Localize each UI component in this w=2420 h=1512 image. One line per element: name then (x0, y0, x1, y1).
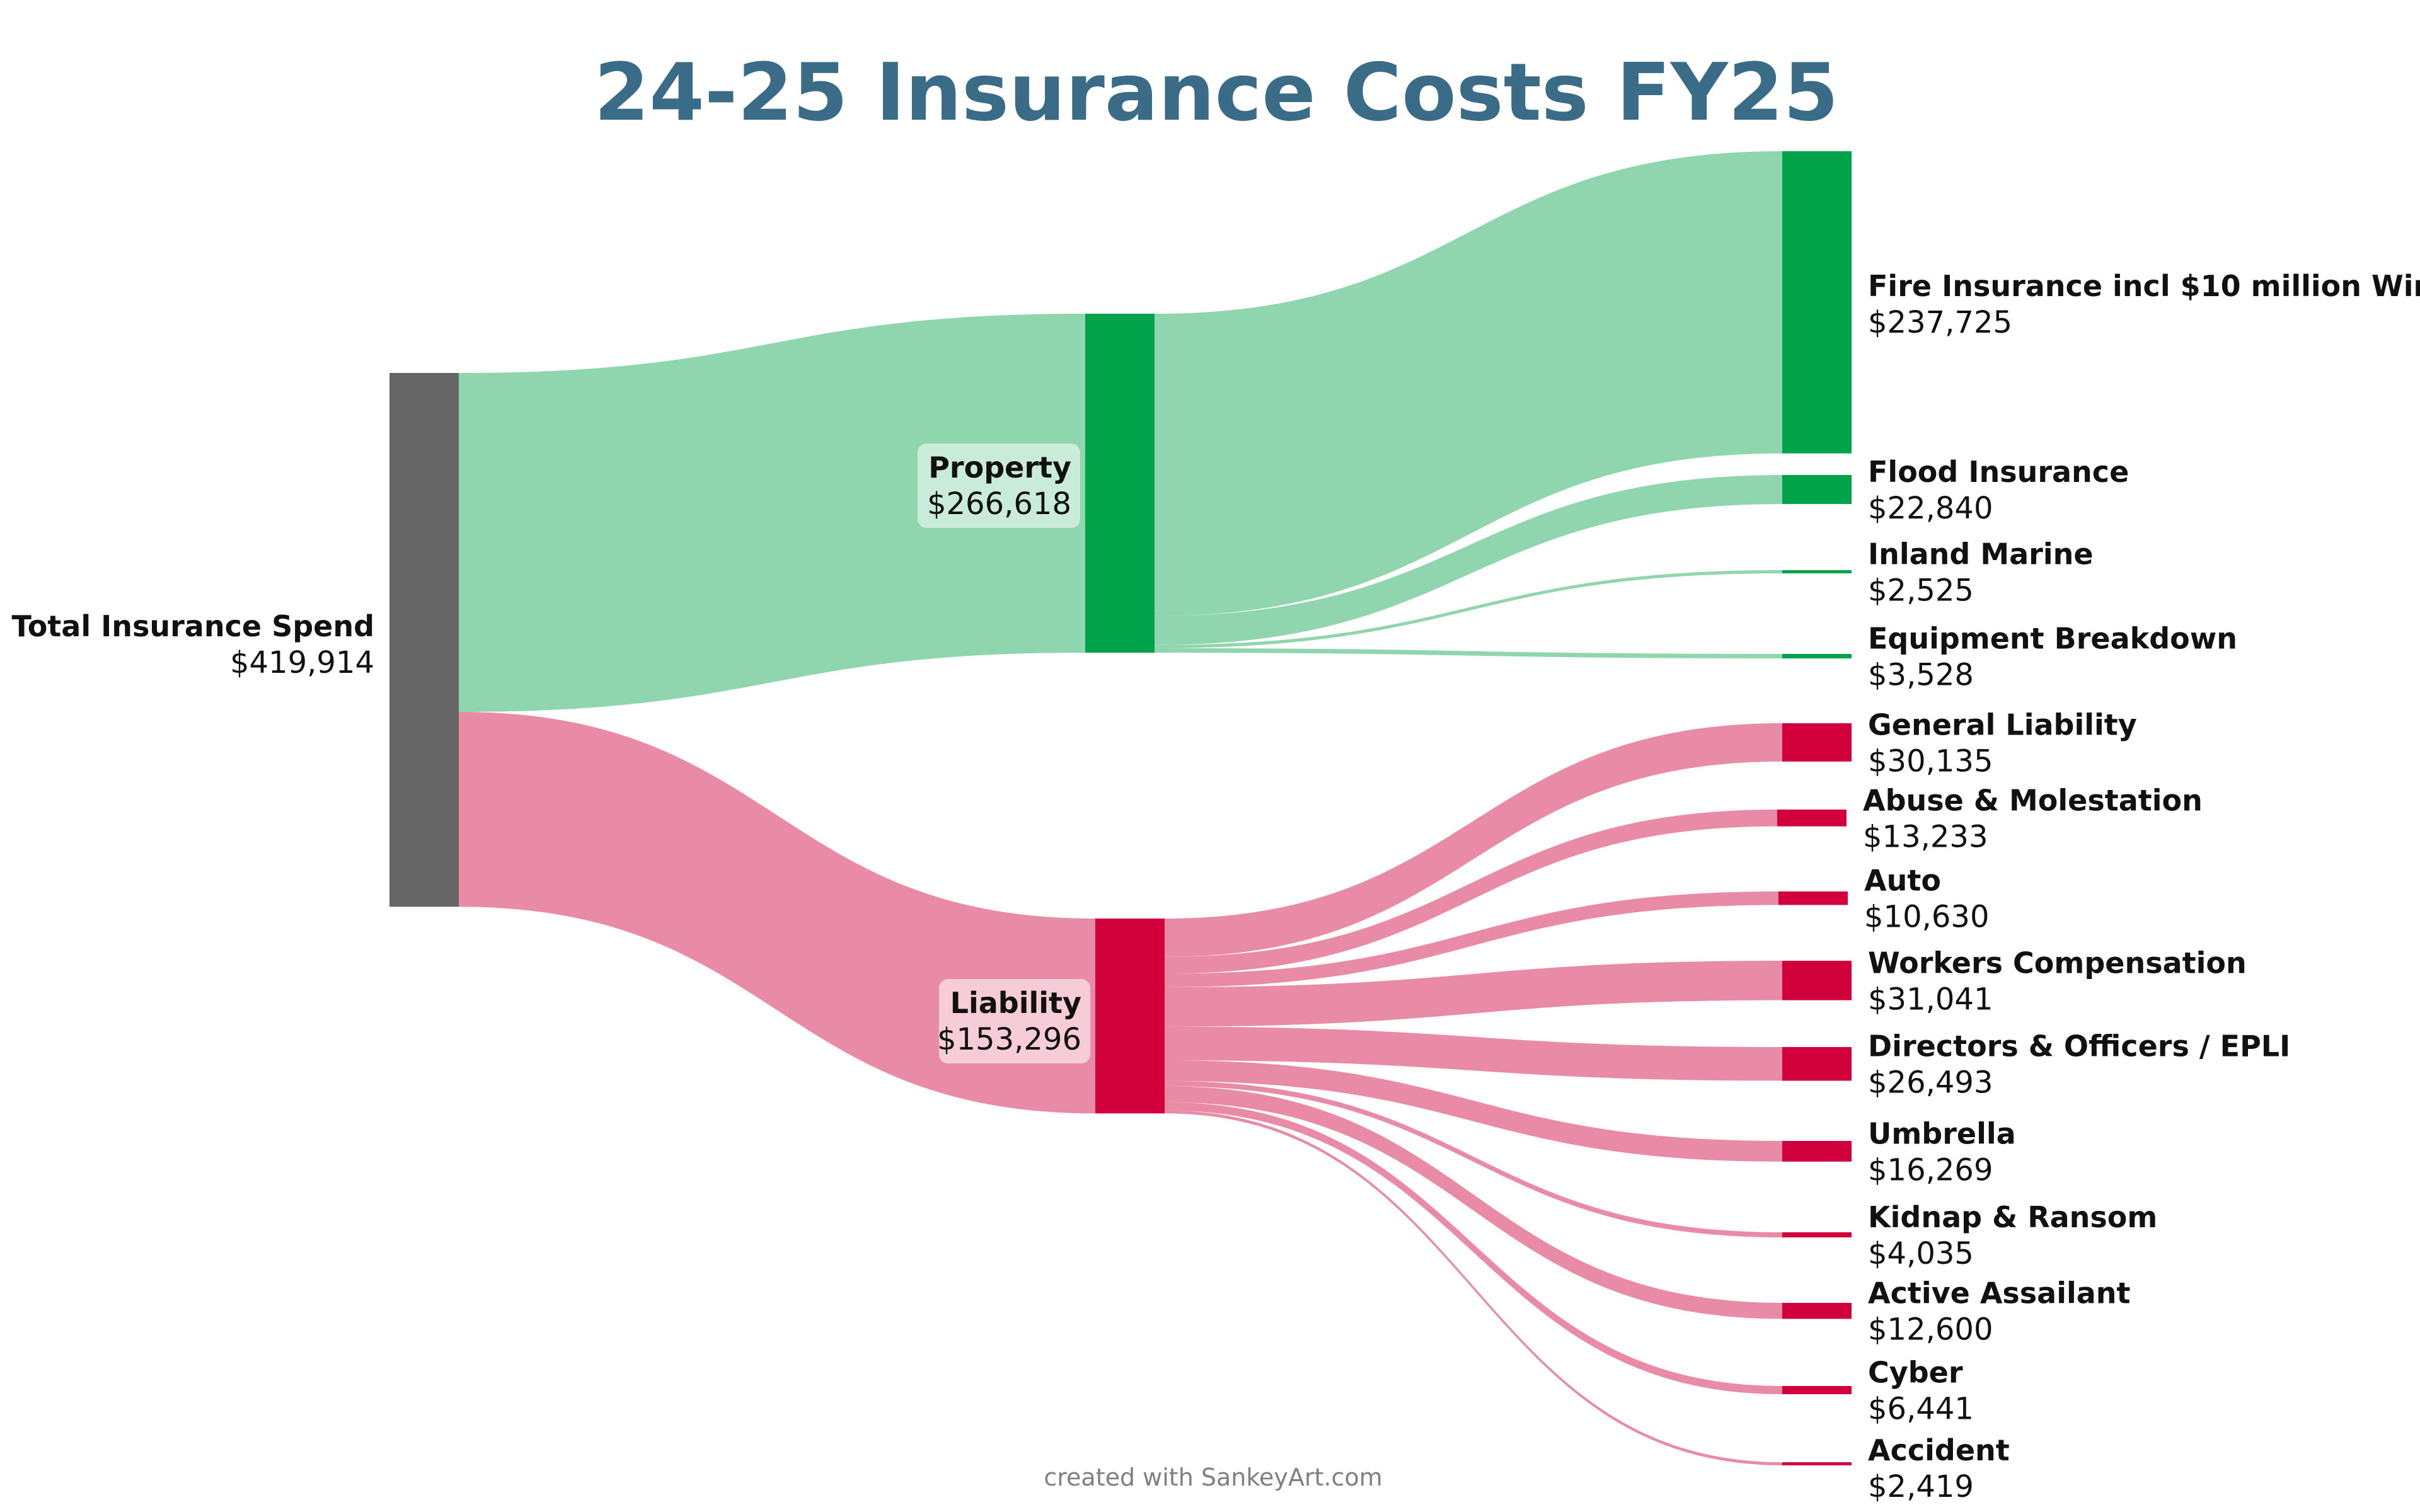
node-bar-wc (1782, 961, 1852, 1000)
node-bar-dno (1782, 1047, 1852, 1081)
node-label-fire: Fire Insurance incl $10 million Wind$237… (1868, 269, 2420, 340)
node-value-fire: $237,725 (1868, 305, 2012, 340)
chart-title: 24-25 Insurance Costs FY25 (594, 46, 1839, 139)
node-bar-cyber (1782, 1386, 1852, 1394)
node-name-equip: Equipment Breakdown (1868, 622, 2237, 656)
node-value-accident: $2,419 (1868, 1469, 1974, 1504)
link-liability-to-kidnap (1165, 1080, 1782, 1238)
node-name-abuse: Abuse & Molestation (1863, 783, 2203, 817)
node-label-auto: Auto$10,630 (1864, 864, 1990, 935)
node-bars (389, 151, 1852, 1465)
link-liability-to-dno (1165, 1026, 1782, 1081)
node-bar-total (389, 373, 459, 907)
link-liability-to-umbrella (1165, 1060, 1782, 1162)
node-value-equip: $3,528 (1868, 658, 1974, 693)
link-liability-to-abuse (1165, 810, 1777, 974)
link-liability-to-auto (1165, 891, 1778, 987)
node-name-wc: Workers Compensation (1868, 946, 2247, 980)
link-property-to-flood (1155, 475, 1782, 645)
node-bar-liability (1095, 919, 1165, 1114)
node-name-flood: Flood Insurance (1868, 455, 2129, 489)
link-property-to-equip (1155, 648, 1782, 659)
node-bar-equip (1782, 654, 1852, 659)
node-value-inland: $2,525 (1868, 573, 1974, 609)
node-bar-gl (1782, 723, 1852, 762)
node-label-inland: Inland Marine$2,525 (1868, 537, 2094, 609)
node-label-total: Total Insurance Spend$419,914 (11, 609, 374, 680)
node-label-umbrella: Umbrella$16,269 (1868, 1116, 2016, 1188)
node-name-dno: Directors & Officers / EPLI (1868, 1029, 2290, 1063)
node-bar-flood (1782, 475, 1852, 505)
flow-links (459, 151, 1782, 1465)
link-liability-to-wc (1165, 961, 1782, 1027)
node-value-cyber: $6,441 (1868, 1391, 1974, 1426)
node-name-property: Property (928, 450, 1071, 484)
node-value-kidnap: $4,035 (1868, 1236, 1974, 1271)
node-name-cyber: Cyber (1868, 1355, 1963, 1389)
node-bar-property (1085, 314, 1155, 653)
link-property-to-inland (1155, 570, 1782, 648)
node-labels: Total Insurance Spend$419,914Property$26… (11, 269, 2420, 1504)
link-liability-to-accident (1165, 1110, 1782, 1465)
node-value-gl: $30,135 (1868, 743, 1993, 779)
credit-text: created with SankeyArt.com (1044, 1463, 1382, 1491)
node-label-equip: Equipment Breakdown$3,528 (1868, 622, 2237, 693)
node-label-property: Property$266,618 (927, 450, 1071, 522)
node-value-wc: $31,041 (1868, 982, 1993, 1017)
node-name-total: Total Insurance Spend (11, 609, 374, 643)
node-value-flood: $22,840 (1868, 491, 1993, 526)
node-label-dno: Directors & Officers / EPLI$26,493 (1868, 1029, 2290, 1101)
node-bar-accident (1782, 1462, 1852, 1465)
node-value-dno: $26,493 (1868, 1065, 1993, 1101)
node-bar-kidnap (1782, 1232, 1852, 1238)
node-label-abuse: Abuse & Molestation$13,233 (1863, 783, 2203, 854)
node-value-abuse: $13,233 (1863, 819, 1988, 854)
node-label-flood: Flood Insurance$22,840 (1868, 455, 2129, 526)
node-bar-fire (1782, 151, 1852, 454)
link-liability-to-cyber (1165, 1102, 1782, 1394)
node-label-assailant: Active Assailant$12,600 (1868, 1276, 2131, 1348)
node-label-accident: Accident$2,419 (1868, 1433, 2010, 1504)
node-name-inland: Inland Marine (1868, 537, 2094, 571)
link-total-to-liability (459, 712, 1095, 1114)
node-label-cyber: Cyber$6,441 (1868, 1355, 1974, 1426)
node-name-gl: General Liability (1868, 707, 2137, 742)
node-value-assailant: $12,600 (1868, 1312, 1993, 1348)
label-background-property (918, 444, 1080, 528)
link-liability-to-assailant (1165, 1086, 1782, 1319)
link-total-to-property (459, 314, 1085, 712)
node-bar-inland (1782, 570, 1852, 574)
node-bar-umbrella (1782, 1141, 1852, 1162)
node-value-total: $419,914 (230, 645, 374, 680)
node-label-liability: Liability$153,296 (937, 986, 1081, 1057)
link-liability-to-gl (1165, 723, 1782, 957)
node-bar-abuse (1777, 810, 1847, 827)
node-value-liability: $153,296 (937, 1022, 1081, 1057)
node-name-kidnap: Kidnap & Ransom (1868, 1200, 2157, 1234)
node-label-kidnap: Kidnap & Ransom$4,035 (1868, 1200, 2157, 1271)
node-label-wc: Workers Compensation$31,041 (1868, 946, 2247, 1017)
node-bar-assailant (1782, 1303, 1852, 1319)
node-value-umbrella: $16,269 (1868, 1152, 1993, 1188)
node-name-accident: Accident (1868, 1433, 2010, 1467)
link-property-to-fire (1155, 151, 1782, 616)
node-label-gl: General Liability$30,135 (1868, 707, 2137, 779)
node-name-fire: Fire Insurance incl $10 million Wind (1868, 269, 2420, 303)
node-name-liability: Liability (950, 986, 1081, 1020)
label-background-liability (939, 979, 1090, 1063)
node-value-property: $266,618 (927, 486, 1071, 522)
node-name-umbrella: Umbrella (1868, 1116, 2016, 1150)
node-name-assailant: Active Assailant (1868, 1276, 2131, 1310)
node-value-auto: $10,630 (1864, 900, 1990, 935)
node-bar-auto (1778, 891, 1848, 905)
node-name-auto: Auto (1864, 864, 1941, 898)
